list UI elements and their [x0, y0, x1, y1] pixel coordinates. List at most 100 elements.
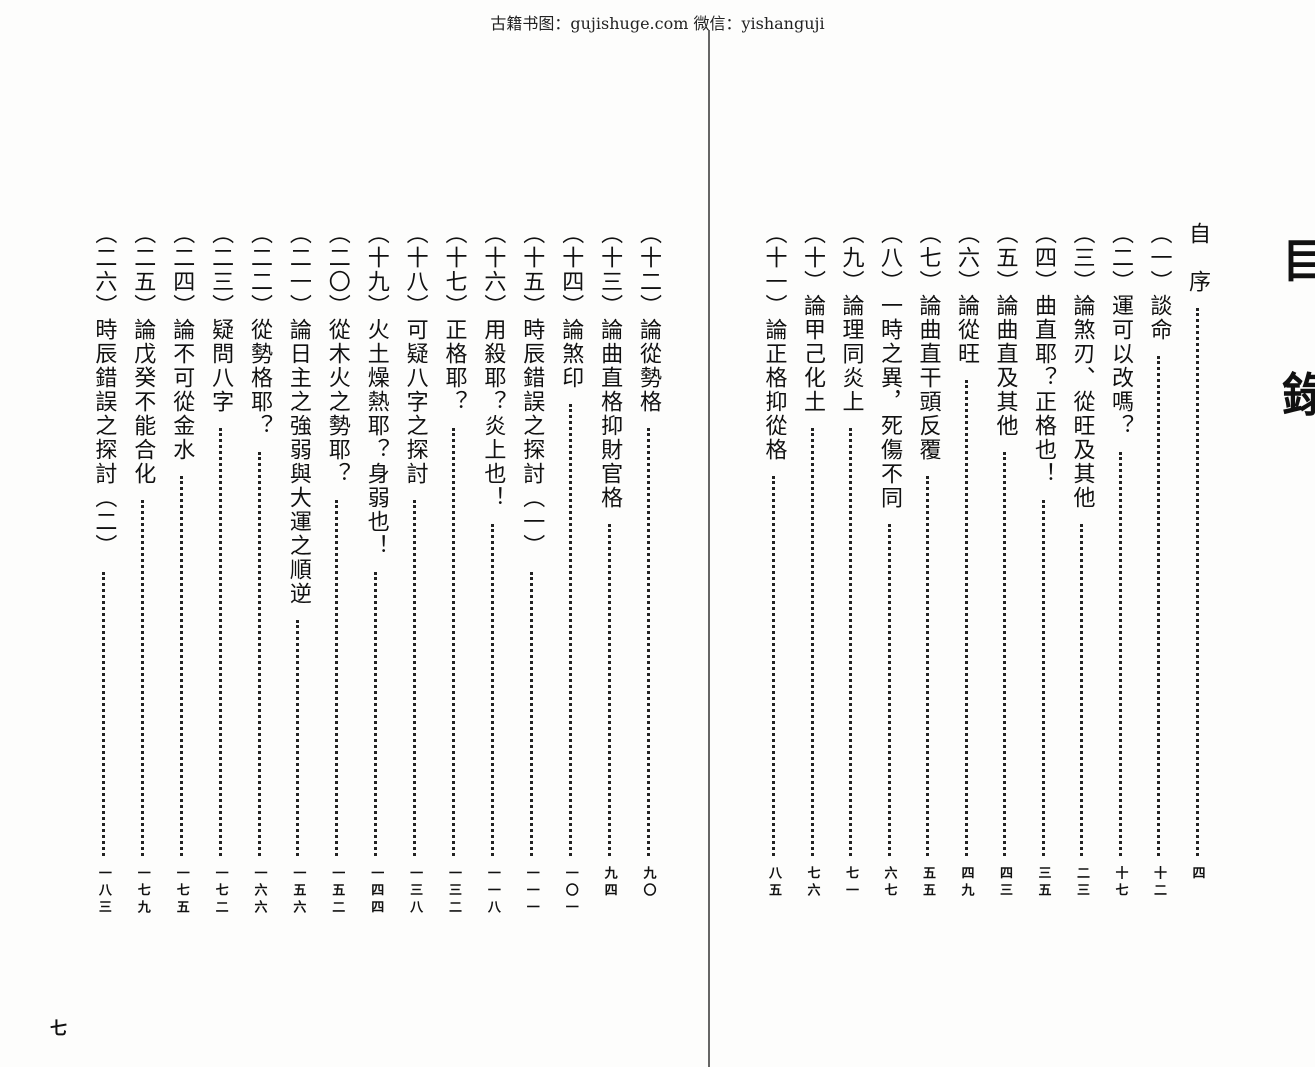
toc-entry-page: 一五二 — [329, 866, 345, 917]
toc-entry-page: 一四四 — [368, 866, 384, 917]
toc-entry: （十六）用殺耶？炎上也！ 一一八 — [476, 222, 508, 922]
toc-entry-page: 五五 — [920, 866, 935, 900]
toc-entry: （三）論煞刃、從旺及其他二三 — [1066, 222, 1098, 922]
toc-entry-page: 十七 — [1112, 866, 1128, 900]
toc-entry: （十三）論曲直格抑財官格 九四 — [593, 222, 625, 922]
toc-entry-title: （二二）從勢格耶？ — [247, 222, 272, 438]
toc-entry: （七）論曲直干頭反覆五五 — [912, 222, 944, 922]
toc-entry-title: （二三）疑問八字 — [208, 222, 234, 414]
dot-leader — [374, 572, 378, 856]
dot-leader — [772, 476, 775, 856]
toc-entry-title: （十二）論從勢格 — [636, 222, 661, 414]
toc-entry-page: 二三 — [1074, 866, 1089, 900]
toc-entry: （二四）論不可從金水一七五 — [165, 222, 197, 922]
toc-entry-title: （十一）論正格抑從格 — [761, 222, 787, 462]
toc-entry-title: 自 序 — [1185, 222, 1210, 294]
toc-entry: （二一）論日主之強弱與大運之順逆 一五六 — [282, 222, 314, 922]
toc-entry-page: 一七九 — [134, 866, 150, 917]
dot-leader — [964, 380, 968, 856]
dot-leader — [1041, 500, 1045, 856]
toc-entry-page: 七一 — [843, 866, 858, 900]
toc-entry: （二〇）從木火之勢耶？ 一五二 — [321, 222, 353, 922]
dot-leader — [490, 524, 494, 856]
toc-entry: （十八）可疑八字之探討一三八 — [399, 222, 431, 922]
dot-leader — [607, 524, 611, 856]
toc-entry-title: （五）論曲直及其他 — [992, 222, 1018, 438]
toc-entry-page: 四九 — [958, 866, 974, 900]
toc-entry: （五）論曲直及其他四三 — [989, 222, 1021, 922]
toc-entry: （二六）時辰錯誤之探討（二） 一八三 — [87, 222, 119, 922]
toc-entry: （十一）論正格抑從格八五 — [758, 222, 790, 922]
toc-entry-title: （七）論曲直干頭反覆 — [915, 222, 941, 462]
toc-entry-page: 一〇一 — [562, 866, 578, 917]
toc-entry-page: 六七 — [881, 866, 897, 900]
dot-leader — [887, 524, 891, 856]
dot-leader — [1157, 356, 1160, 856]
toc-entry-page: 一七二 — [212, 866, 228, 917]
toc-entry: （二五）論戊癸不能合化一七九 — [126, 222, 158, 922]
dot-leader — [140, 500, 144, 856]
toc-entry-page: 一三八 — [407, 866, 423, 917]
toc-entry-page: 三五 — [1035, 866, 1051, 900]
toc-heading-char-1: 目 — [1282, 234, 1315, 288]
toc-entry-title: （四）曲直耶？正格也！ — [1031, 222, 1056, 486]
toc-entry-title: （一）談命 — [1146, 222, 1172, 342]
dot-leader — [413, 500, 417, 856]
dot-leader — [179, 476, 183, 856]
page-number: 七 — [50, 1019, 67, 1039]
watermark: 古籍书图：gujishuge.com 微信：yishanguji — [490, 14, 825, 33]
toc-entry-title: （六）論從旺 — [954, 222, 979, 366]
dot-leader — [1003, 452, 1006, 856]
dot-leader — [568, 404, 572, 856]
toc-entry: （二二）從勢格耶？ 一六六 — [243, 222, 275, 922]
dot-leader — [452, 428, 455, 856]
dot-leader — [1118, 452, 1122, 856]
toc-entry-page: 四三 — [997, 866, 1012, 900]
toc-entry: （二）運可以改嗎？ 十七 — [1104, 222, 1136, 922]
toc-entry-title: （二五）論戊癸不能合化 — [130, 222, 156, 486]
toc-entry: （十七）正格耶？ 一三二 — [438, 222, 470, 922]
dot-leader — [257, 452, 261, 856]
toc-entry-page: 一七五 — [173, 866, 189, 917]
toc-entry-page: 一三二 — [446, 866, 461, 917]
dot-leader — [101, 572, 105, 856]
toc-entry-page: 四 — [1189, 866, 1205, 883]
toc-entry: （十二）論從勢格九〇 — [632, 222, 664, 922]
toc-entry-title: （十九）火土燥熱耶？身弱也！ — [363, 222, 389, 558]
toc-entry-page: 九〇 — [640, 866, 656, 900]
toc-entry-page: 一一八 — [484, 866, 500, 917]
toc-entry: （四）曲直耶？正格也！ 三五 — [1027, 222, 1059, 922]
book-spine-divider — [708, 30, 710, 1067]
toc-entry: （十九）火土燥熱耶？身弱也！ 一四四 — [360, 222, 392, 922]
toc-entry-title: （九）論理同炎上 — [838, 222, 864, 414]
toc-heading-char-2: 錄 — [1282, 368, 1315, 422]
dot-leader — [335, 500, 339, 856]
toc-entry-title: （三）論煞刃、從旺及其他 — [1069, 222, 1095, 510]
toc-entry-page: 九四 — [601, 866, 617, 900]
dot-leader — [1195, 308, 1199, 856]
toc-entry-title: （二一）論日主之強弱與大運之順逆 — [285, 222, 311, 606]
toc-entry: （九）論理同炎上七一 — [835, 222, 867, 922]
dot-leader — [849, 428, 852, 856]
toc-entry: （十五）時辰錯誤之探討（一） 一一一 — [515, 222, 547, 922]
toc-entry-title: （十八）可疑八字之探討 — [402, 222, 428, 486]
dot-leader — [529, 572, 533, 856]
dot-leader — [926, 476, 929, 856]
toc-entry-page: 七六 — [804, 866, 820, 900]
dot-leader — [810, 428, 814, 856]
dot-leader — [646, 428, 650, 856]
toc-entry-page: 一六六 — [251, 866, 267, 917]
toc-entry-title: （十）論甲己化土 — [800, 222, 825, 414]
dot-leader — [218, 428, 222, 856]
toc-entry-title: （十四）論煞印 — [558, 222, 584, 390]
toc-entry: 自 序四 — [1181, 222, 1213, 922]
toc-entry: （十）論甲己化土七六 — [796, 222, 828, 922]
toc-entry-title: （十五）時辰錯誤之探討（一） — [519, 222, 545, 558]
toc-entry-page: 八五 — [766, 866, 781, 900]
toc-entry: （一）談命 十二 — [1143, 222, 1175, 922]
toc-entry: （八）一時之異，死傷不同六七 — [873, 222, 905, 922]
toc-entry-title: （八）一時之異，死傷不同 — [877, 222, 902, 510]
toc-entry-title: （二〇）從木火之勢耶？ — [324, 222, 350, 486]
dot-leader — [296, 620, 300, 856]
toc-entry-title: （二四）論不可從金水 — [169, 222, 195, 462]
